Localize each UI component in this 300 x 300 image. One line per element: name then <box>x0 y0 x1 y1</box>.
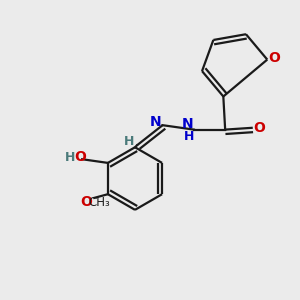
Text: N: N <box>182 117 193 131</box>
Text: CH₃: CH₃ <box>88 196 110 209</box>
Text: H: H <box>124 134 134 148</box>
Text: H: H <box>65 151 76 164</box>
Text: O: O <box>74 150 86 164</box>
Text: O: O <box>254 121 265 135</box>
Text: H: H <box>184 130 194 143</box>
Text: O: O <box>81 195 92 208</box>
Text: N: N <box>150 115 162 129</box>
Text: O: O <box>268 51 280 65</box>
